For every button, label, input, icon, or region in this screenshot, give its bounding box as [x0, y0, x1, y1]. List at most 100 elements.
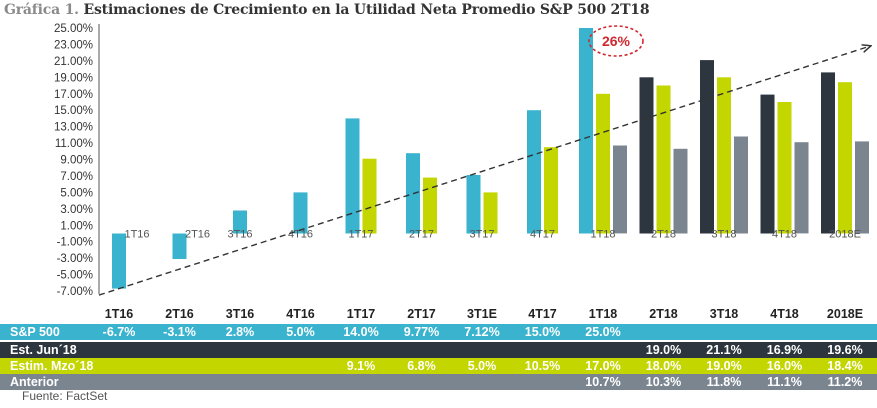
table-cell: 16.9%: [766, 343, 803, 357]
bar-sp500-4T16: [293, 192, 308, 234]
callout: 26%: [588, 25, 644, 57]
table-cell: 17.0%: [585, 359, 621, 373]
table-header-cell: 3T1E: [467, 307, 497, 321]
table-cell: 5.0%: [467, 359, 497, 373]
trend-arrow: [98, 46, 870, 296]
table-cell: 11.2%: [827, 375, 863, 389]
table-cell: 10.7%: [585, 375, 621, 389]
x-axis-labels: 1T16 2T16 3T16 4T16 1T17 2T17 3T17 4T17 1T18 2T18…: [124, 228, 860, 240]
table-header-cell: 1T17: [346, 307, 376, 321]
bar-mzo18-4T18: [777, 102, 792, 234]
table-header-cell: 2T17: [407, 307, 436, 321]
table-cell: 21.1%: [706, 343, 742, 357]
bar-jun18-4T18: [760, 94, 775, 234]
bar-anterior-3T18: [734, 136, 748, 234]
bar-mzo18-3T17: [483, 192, 498, 234]
bar-sp500-4T17: [527, 110, 541, 234]
row-label: Est. Jun´18: [10, 343, 77, 357]
table-cell: 9.77%: [403, 325, 440, 339]
source-note: Fuente: FactSet: [22, 389, 108, 403]
table-cell: 10.5%: [524, 359, 561, 373]
y-tick-label: 19.00%: [54, 72, 93, 84]
table-header-cell: 3T16: [225, 307, 255, 321]
table-cell: 18.0%: [645, 359, 682, 373]
bar-anterior-4T18: [794, 142, 809, 234]
bar-mzo18-1T18: [596, 93, 610, 234]
y-tick-label: 9.00%: [60, 155, 93, 167]
table-header-cell: 1T18: [588, 307, 618, 321]
chart-title: Gráfica 1. Estimaciones de Crecimiento e…: [4, 2, 650, 18]
bar-mzo18-4T17: [544, 147, 558, 234]
table-row-sp500: S&P 500 -6.7% -3.1% 2.8% 5.0% 14.0% 9.77% 7.12%…: [0, 324, 877, 340]
bar-jun18-3T18: [700, 60, 714, 234]
bar-jun18-2018E: [821, 72, 835, 234]
table-cell: 6.8%: [407, 359, 436, 373]
bar-anterior-2018E: [855, 141, 869, 234]
x-tick-label: 1T18: [590, 228, 615, 240]
bar-sp500-1T16: [112, 233, 126, 289]
y-tick-label: -5.00%: [57, 270, 93, 282]
table-cell: 19.0%: [645, 343, 682, 357]
bar-chart: 25.00% 23.00% 21.00% 19.00% 17.00% 15.00% 13.0…: [54, 23, 877, 298]
table-cell: 11.8%: [706, 375, 742, 389]
y-tick-label: 11.00%: [55, 138, 93, 150]
table-cell: 16.0%: [766, 359, 803, 373]
table-cell: 14.0%: [343, 325, 379, 339]
table-cell: 9.1%: [346, 359, 376, 373]
table-header-cell: 2018E: [826, 307, 864, 321]
table-cell: 18.4%: [827, 359, 863, 373]
y-tick-label: 5.00%: [60, 187, 93, 199]
y-tick-label: 13.00%: [54, 122, 93, 134]
table-header-cell: 4T18: [770, 307, 799, 321]
y-tick-label: 17.00%: [54, 89, 93, 101]
bar-anterior-2T18: [673, 148, 688, 234]
chart-title-main: Estimaciones de Crecimiento en la Utilid…: [83, 2, 650, 18]
y-tick-label: 7.00%: [60, 171, 93, 183]
table-header-cell: 3T18: [709, 307, 739, 321]
x-tick-label: 2T18: [651, 228, 676, 240]
table-header-cell: 4T17: [528, 307, 557, 321]
table-cell: 19.0%: [706, 359, 742, 373]
table-row-jun18: Est. Jun´18 19.0% 21.1% 16.9% 19.6%: [0, 342, 877, 358]
x-tick-label: 3T16: [227, 228, 252, 240]
table-cell: -6.7%: [102, 325, 136, 339]
table-header-cell: 2T18: [649, 307, 678, 321]
callout-ellipse: [588, 25, 644, 57]
table-cell: 19.6%: [827, 343, 863, 357]
table-header-cell: 2T16: [165, 307, 194, 321]
bar-mzo18-2T18: [656, 85, 671, 234]
table-cell: 2.8%: [225, 325, 255, 339]
bar-mzo18-2018E: [838, 82, 852, 234]
y-tick-label: -3.00%: [57, 253, 93, 265]
x-tick-label: 2T17: [409, 228, 434, 240]
bar-jun18-2T18: [639, 77, 654, 234]
y-tick-label: -1.00%: [57, 237, 93, 249]
y-tick-label: 3.00%: [60, 204, 93, 216]
callout-label: 26%: [602, 33, 631, 49]
table-cell: -3.1%: [163, 325, 196, 339]
table-row-mzo18: Estim. Mzo´18 9.1% 6.8% 5.0% 10.5% 17.0% 18.0%…: [0, 358, 877, 374]
y-axis: 25.00% 23.00% 21.00% 19.00% 17.00% 15.00% 13.0…: [54, 23, 100, 298]
table-row-anterior: Anterior 10.7% 10.3% 11.8% 11.1% 11.2%: [0, 374, 877, 390]
y-tick-label: 25.00%: [54, 23, 93, 35]
bar-sp500-2T16: [172, 233, 187, 259]
x-tick-label: 4T18: [772, 228, 797, 240]
table-cell: 7.12%: [464, 325, 500, 339]
y-tick-label: 1.00%: [60, 220, 93, 232]
table-cell: 25.0%: [585, 325, 621, 339]
y-tick-label: 21.00%: [54, 56, 93, 68]
table-cell: 11.1%: [767, 375, 802, 389]
y-tick-label: -7.00%: [57, 286, 93, 298]
bar-mzo18-2T17: [423, 177, 437, 234]
bar-mzo18-1T17: [362, 158, 377, 234]
x-tick-label: 1T16: [124, 228, 149, 240]
x-tick-label: 3T18: [711, 228, 736, 240]
bar-sp500-1T18: [579, 28, 593, 234]
table-cell: 15.0%: [524, 325, 561, 339]
bar-sp500-3T16: [233, 210, 247, 234]
y-tick-label: 23.00%: [54, 39, 93, 51]
bar-series: [112, 28, 869, 289]
bar-anterior-1T18: [613, 145, 627, 234]
x-tick-label: 3T17: [469, 228, 494, 240]
bar-sp500-1T17: [345, 118, 360, 234]
